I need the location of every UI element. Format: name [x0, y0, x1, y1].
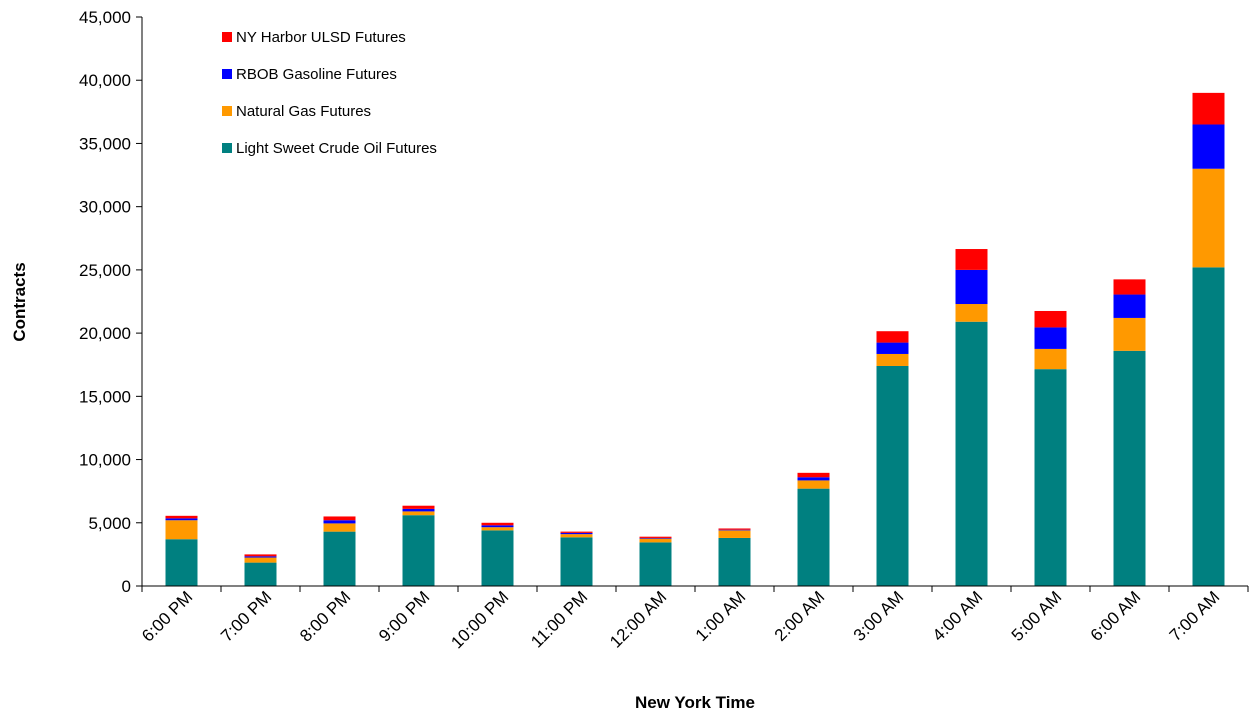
- bar-segment-3-4: [481, 522, 514, 526]
- y-tick-label-4: 20,000: [79, 324, 131, 343]
- bar-segment-1-4: [481, 527, 514, 531]
- bar-segment-2-13: [1192, 124, 1225, 169]
- bar-segment-1-5: [560, 534, 593, 538]
- bar-segment-1-1: [244, 557, 277, 563]
- bar-segment-1-0: [165, 520, 198, 540]
- x-tick-label-5: 11:00 PM: [527, 587, 591, 651]
- bar-segment-2-2: [323, 520, 356, 524]
- bar-segment-0-6: [639, 542, 672, 586]
- bar-segment-0-5: [560, 537, 593, 586]
- bar-segment-1-7: [718, 530, 751, 538]
- y-tick-label-6: 30,000: [79, 198, 131, 217]
- bar-segment-2-0: [165, 518, 198, 521]
- x-tick-label-0: 6:00 PM: [138, 587, 196, 645]
- legend-swatch-0: [222, 32, 232, 42]
- bar-segment-0-9: [876, 365, 909, 586]
- bar-segment-3-10: [955, 249, 988, 270]
- legend-swatch-1: [222, 69, 232, 79]
- bar-segment-0-8: [797, 488, 830, 586]
- bar-segment-1-11: [1034, 348, 1067, 370]
- bar-segment-0-3: [402, 515, 435, 586]
- y-tick-label-1: 5,000: [88, 514, 131, 533]
- bar-segment-0-7: [718, 537, 751, 586]
- legend-swatch-3: [222, 143, 232, 153]
- y-tick-label-2: 10,000: [79, 451, 131, 470]
- bar-segment-2-4: [481, 525, 514, 528]
- bar-segment-2-9: [876, 342, 909, 354]
- y-tick-label-9: 45,000: [79, 8, 131, 27]
- x-tick-label-8: 2:00 AM: [771, 587, 829, 645]
- y-tick-label-7: 35,000: [79, 134, 131, 153]
- bar-segment-2-8: [797, 477, 830, 481]
- bar-segment-3-0: [165, 515, 198, 519]
- bar-segment-3-11: [1034, 310, 1067, 328]
- y-axis-title: Contracts: [10, 262, 29, 341]
- bar-segment-1-13: [1192, 168, 1225, 268]
- bar-segment-0-13: [1192, 267, 1225, 586]
- y-tick-label-0: 0: [122, 577, 131, 596]
- x-tick-label-7: 1:00 AM: [692, 587, 750, 645]
- bar-segment-2-10: [955, 269, 988, 305]
- x-tick-label-3: 9:00 PM: [375, 587, 433, 645]
- bar-segment-3-3: [402, 505, 435, 509]
- legend-label-2: Natural Gas Futures: [236, 103, 371, 120]
- bar-segment-3-13: [1192, 92, 1225, 125]
- x-tick-label-10: 4:00 AM: [929, 587, 987, 645]
- bar-segment-0-1: [244, 562, 277, 586]
- y-tick-label-3: 15,000: [79, 387, 131, 406]
- bar-segment-2-12: [1113, 294, 1146, 318]
- legend-label-3: Light Sweet Crude Oil Futures: [236, 140, 437, 157]
- legend-label-1: RBOB Gasoline Futures: [236, 66, 397, 83]
- bar-segment-1-10: [955, 304, 988, 322]
- x-tick-label-1: 7:00 PM: [217, 587, 275, 645]
- bar-segment-2-11: [1034, 327, 1067, 349]
- bar-segment-1-8: [797, 480, 830, 489]
- x-tick-label-9: 3:00 AM: [850, 587, 908, 645]
- bar-segment-3-5: [560, 531, 593, 533]
- bar-segment-1-2: [323, 523, 356, 532]
- bar-segment-3-9: [876, 331, 909, 343]
- bar-segment-3-12: [1113, 279, 1146, 295]
- bars-layer: [165, 92, 1225, 586]
- bar-segment-0-11: [1034, 369, 1067, 586]
- bar-segment-3-1: [244, 554, 277, 557]
- bar-segment-2-1: [244, 556, 277, 558]
- x-tick-label-2: 8:00 PM: [296, 587, 354, 645]
- x-tick-label-12: 6:00 AM: [1087, 587, 1145, 645]
- bar-segment-1-12: [1113, 317, 1146, 351]
- y-tick-label-5: 25,000: [79, 261, 131, 280]
- x-tick-label-11: 5:00 AM: [1008, 587, 1066, 645]
- bar-segment-1-9: [876, 353, 909, 366]
- x-axis-title: New York Time: [635, 693, 755, 712]
- bar-segment-3-2: [323, 516, 356, 521]
- bar-segment-1-3: [402, 511, 435, 516]
- legend: NY Harbor ULSD Futures RBOB Gasoline Futu…: [222, 29, 437, 157]
- y-tick-label-8: 40,000: [79, 71, 131, 90]
- bar-segment-0-4: [481, 530, 514, 586]
- legend-label-0: NY Harbor ULSD Futures: [236, 29, 406, 46]
- bar-segment-1-6: [639, 538, 672, 543]
- bar-segment-3-6: [639, 536, 672, 538]
- x-tick-label-13: 7:00 AM: [1166, 587, 1224, 645]
- bar-segment-3-7: [718, 528, 751, 530]
- bar-segment-0-2: [323, 531, 356, 586]
- legend-swatch-2: [222, 106, 232, 116]
- bar-segment-2-6: [639, 537, 672, 539]
- x-tick-label-4: 10:00 PM: [447, 587, 512, 652]
- bar-segment-0-0: [165, 539, 198, 586]
- bar-segment-0-10: [955, 321, 988, 586]
- bar-segment-3-8: [797, 472, 830, 478]
- bar-segment-0-12: [1113, 350, 1146, 586]
- bar-segment-2-7: [718, 529, 751, 531]
- x-tick-label-6: 12:00 AM: [606, 587, 670, 651]
- bar-segment-2-3: [402, 508, 435, 512]
- bar-segment-2-5: [560, 532, 593, 535]
